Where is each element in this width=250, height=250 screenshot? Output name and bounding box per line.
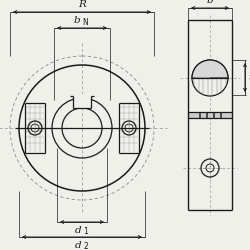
Circle shape	[192, 60, 228, 96]
Text: d: d	[74, 241, 81, 250]
Polygon shape	[25, 103, 45, 153]
Polygon shape	[188, 20, 232, 210]
Text: d: d	[74, 226, 81, 235]
Text: 1: 1	[83, 227, 88, 236]
Wedge shape	[192, 60, 228, 78]
Polygon shape	[119, 103, 139, 153]
Text: R: R	[78, 0, 86, 9]
Text: t: t	[248, 73, 250, 82]
Text: b: b	[207, 0, 213, 5]
Polygon shape	[188, 112, 232, 118]
Text: 2: 2	[83, 242, 88, 250]
Text: b: b	[74, 16, 80, 25]
Text: N: N	[82, 18, 88, 27]
Polygon shape	[73, 94, 91, 108]
